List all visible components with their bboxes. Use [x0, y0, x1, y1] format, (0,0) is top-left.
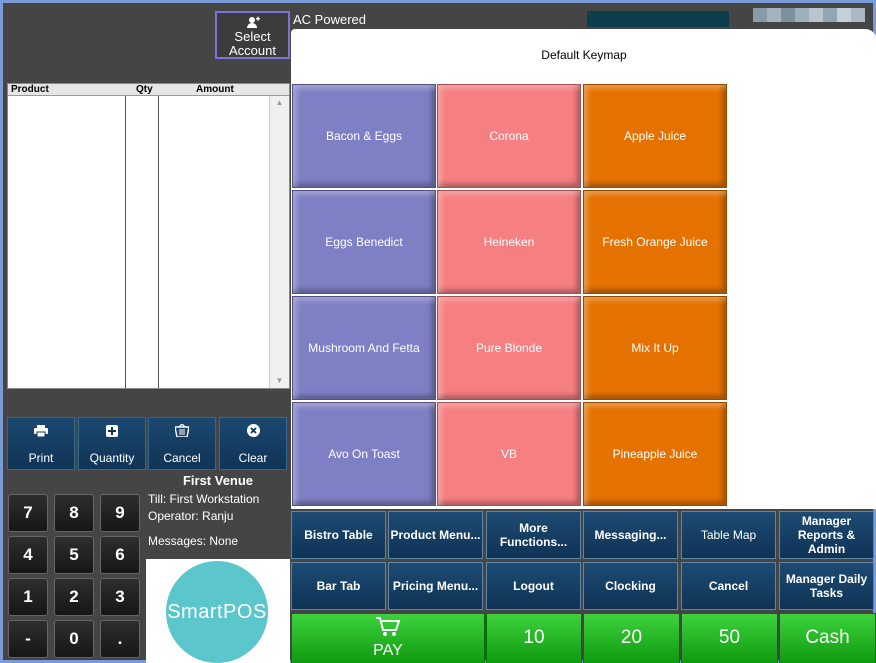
clear-label: Clear: [238, 451, 268, 465]
blurred-region: [795, 8, 809, 22]
quick-amount-label: 10: [523, 627, 545, 648]
order-grid[interactable]: Product Qty Amount ▲ ▼: [7, 83, 290, 389]
tile-mix-it-up[interactable]: Mix It Up: [583, 296, 727, 400]
keypad-1[interactable]: 1: [8, 578, 48, 616]
column-qty: Qty: [136, 84, 153, 95]
keymap-title: Default Keymap: [541, 48, 627, 62]
scroll-down-icon[interactable]: ▼: [275, 376, 284, 385]
blurred-region: [753, 8, 767, 22]
print-button[interactable]: Print: [7, 417, 75, 470]
tile-apple-juice[interactable]: Apple Juice: [583, 84, 727, 188]
keypad-4[interactable]: 4: [8, 536, 48, 574]
keypad-2[interactable]: 2: [54, 578, 94, 616]
keypad-7[interactable]: 7: [8, 494, 48, 532]
blurred-region: [781, 8, 795, 22]
tile-eggs-benedict[interactable]: Eggs Benedict: [292, 190, 436, 294]
product-menu-button[interactable]: Product Menu...: [388, 511, 483, 559]
tile-pineapple-juice[interactable]: Pineapple Juice: [583, 402, 727, 506]
blurred-region: [809, 8, 823, 22]
logout-button[interactable]: Logout: [486, 562, 581, 610]
printer-icon: [8, 424, 74, 440]
operator-info: Operator: Ranju: [148, 509, 234, 523]
tile-fresh-orange-juice[interactable]: Fresh Orange Juice: [583, 190, 727, 294]
blurred-region: [823, 8, 837, 22]
tile-corona[interactable]: Corona: [437, 84, 581, 188]
keypad-minus[interactable]: -: [8, 620, 48, 658]
cash-button[interactable]: Cash: [779, 613, 876, 663]
tile-heineken[interactable]: Heineken: [437, 190, 581, 294]
scroll-up-icon[interactable]: ▲: [275, 98, 284, 107]
cash-label: Cash: [805, 627, 850, 648]
tile-vb[interactable]: VB: [437, 402, 581, 506]
keypad-6[interactable]: 6: [100, 536, 140, 574]
column-amount: Amount: [196, 84, 234, 95]
cancel-sale-button[interactable]: Cancel: [681, 562, 776, 610]
blurred-region: [767, 8, 781, 22]
column-divider: [125, 96, 126, 388]
keypad-decimal[interactable]: .: [100, 620, 140, 658]
quick-amount-50[interactable]: 50: [681, 613, 778, 663]
column-divider: [158, 96, 159, 388]
basket-icon: [149, 423, 215, 440]
more-functions-button[interactable]: More Functions...: [486, 511, 581, 559]
manager-reports-button[interactable]: Manager Reports & Admin: [779, 511, 874, 559]
quick-amount-label: 20: [620, 627, 643, 648]
tile-avo-on-toast[interactable]: Avo On Toast: [292, 402, 436, 506]
quantity-label: Quantity: [89, 451, 135, 465]
plus-box-icon: [79, 424, 145, 440]
bar-tab-button[interactable]: Bar Tab: [291, 562, 386, 610]
messages-info: Messages: None: [148, 534, 239, 548]
quick-amount-label: 50: [718, 627, 741, 648]
close-circle-icon: [220, 424, 286, 440]
keypad-9[interactable]: 9: [100, 494, 140, 532]
tile-pure-blonde[interactable]: Pure Blonde: [437, 296, 581, 400]
table-map-button[interactable]: Table Map: [681, 511, 776, 559]
smartpos-logo: SmartPOS: [166, 561, 268, 663]
venue-name: First Venue: [182, 473, 254, 488]
print-label: Print: [28, 451, 54, 465]
cancel-label: Cancel: [163, 451, 201, 465]
tile-bacon-eggs[interactable]: Bacon & Eggs: [292, 84, 436, 188]
select-account-button[interactable]: Select Account: [215, 11, 290, 59]
select-account-label-2: Account: [229, 43, 276, 58]
cancel-item-button[interactable]: Cancel: [148, 417, 216, 470]
order-grid-header: Product Qty Amount: [8, 84, 289, 96]
blurred-region: [837, 8, 851, 22]
manager-daily-tasks-button[interactable]: Manager Daily Tasks: [779, 562, 874, 610]
tile-mushroom-fetta[interactable]: Mushroom And Fetta: [292, 296, 436, 400]
add-user-icon: [217, 16, 288, 30]
pay-button[interactable]: PAY: [291, 613, 485, 663]
keypad-8[interactable]: 8: [54, 494, 94, 532]
till-info: Till: First Workstation: [148, 492, 260, 506]
quantity-button[interactable]: Quantity: [78, 417, 146, 470]
power-status: AC Powered: [293, 12, 366, 27]
pricing-menu-button[interactable]: Pricing Menu...: [388, 562, 483, 610]
order-grid-scrollbar[interactable]: ▲ ▼: [269, 96, 289, 388]
quick-amount-10[interactable]: 10: [486, 613, 582, 663]
column-product: Product: [11, 84, 49, 95]
keypad-3[interactable]: 3: [100, 578, 140, 616]
clear-button[interactable]: Clear: [219, 417, 287, 470]
bistro-table-button[interactable]: Bistro Table: [291, 511, 386, 559]
keypad-5[interactable]: 5: [54, 536, 94, 574]
messaging-button[interactable]: Messaging...: [583, 511, 678, 559]
cart-icon: [292, 616, 484, 640]
keypad-0[interactable]: 0: [54, 620, 94, 658]
pay-label: PAY: [373, 642, 403, 659]
select-account-label-1: Select: [234, 29, 271, 44]
quick-amount-20[interactable]: 20: [583, 613, 680, 663]
clocking-button[interactable]: Clocking: [583, 562, 678, 610]
logo-area: SmartPOS: [146, 559, 290, 663]
blurred-region: [851, 8, 865, 22]
status-bar-block: [587, 11, 729, 27]
